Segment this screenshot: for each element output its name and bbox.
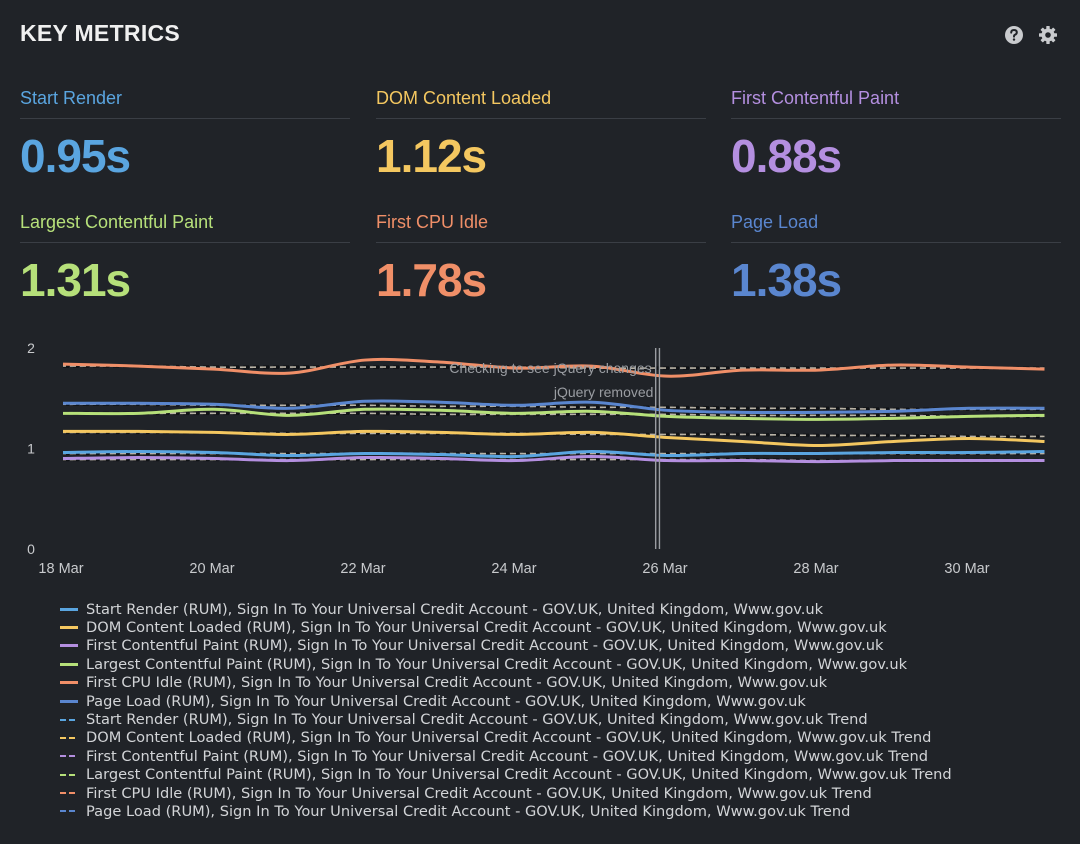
legend-item[interactable]: First Contentful Paint (RUM), Sign In To… [60,637,952,655]
x-tick-label: 24 Mar [491,561,536,577]
metric-value: 1.78s [376,254,487,306]
metric-label: Page Load [731,204,1061,243]
x-tick-label: 30 Mar [944,561,989,577]
legend-swatch [60,810,78,813]
metric-value: 0.95s [20,130,131,182]
legend-swatch [60,662,78,666]
y-tick-label: 1 [27,441,35,457]
metric-value: 0.88s [731,130,842,182]
legend-item[interactable]: Page Load (RUM), Sign In To Your Univers… [60,802,952,820]
page-title: KEY METRICS [20,20,181,46]
y-tick-label: 2 [27,340,35,356]
legend-item[interactable]: First CPU Idle (RUM), Sign In To Your Un… [60,784,952,802]
metric-label: Start Render [20,80,350,119]
legend-label: Page Load (RUM), Sign In To Your Univers… [86,692,806,710]
gear-icon[interactable] [1038,25,1058,45]
metric-first-cpu-idle: First CPU Idle 1.78s [376,204,706,309]
metric-largest-contentful-paint: Largest Contentful Paint 1.31s [20,204,350,309]
legend-swatch [60,792,78,795]
legend-item[interactable]: Start Render (RUM), Sign In To Your Univ… [60,710,952,728]
metric-label: First CPU Idle [376,204,706,243]
legend-swatch [60,644,78,648]
legend-label: Start Render (RUM), Sign In To Your Univ… [86,600,824,618]
legend-swatch [60,718,78,721]
series-line [62,407,1045,421]
help-icon[interactable] [1004,25,1024,45]
legend-swatch [60,755,78,758]
metric-value: 1.38s [731,254,842,306]
x-tick-label: 20 Mar [189,561,234,577]
legend-item[interactable]: DOM Content Loaded (RUM), Sign In To You… [60,729,952,747]
legend-item[interactable]: First Contentful Paint (RUM), Sign In To… [60,747,952,765]
metric-start-render: Start Render 0.95s [20,80,350,185]
series-line [62,399,1045,415]
legend-swatch [60,681,78,685]
legend-label: First Contentful Paint (RUM), Sign In To… [86,637,884,655]
trend-line [62,412,1045,418]
legend-label: First Contentful Paint (RUM), Sign In To… [86,747,929,765]
legend-label: Page Load (RUM), Sign In To Your Univers… [86,802,851,820]
header-icons [1004,25,1058,45]
metric-page-load: Page Load 1.38s [731,204,1061,309]
metric-label: DOM Content Loaded [376,80,706,119]
metrics-line-chart: 0 1 2 18 Mar 20 Mar 22 Mar 24 Mar 26 Mar 28 Mar 3… [27,340,1045,577]
metric-first-contentful-paint: First Contentful Paint 0.88s [731,80,1061,185]
x-tick-label: 18 Mar [38,561,83,577]
x-tick-label: 26 Mar [642,561,687,577]
legend-item[interactable]: Start Render (RUM), Sign In To Your Univ… [60,600,952,618]
legend-label: Largest Contentful Paint (RUM), Sign In … [86,766,952,784]
legend-swatch [60,699,78,703]
legend-label: Largest Contentful Paint (RUM), Sign In … [86,655,908,673]
metric-label: First Contentful Paint [731,80,1061,119]
series-line [62,357,1045,378]
legend-label: First CPU Idle (RUM), Sign In To Your Un… [86,674,828,692]
x-tick-label: 22 Mar [340,561,385,577]
legend-label: DOM Content Loaded (RUM), Sign In To You… [86,729,932,747]
metric-value: 1.31s [20,254,131,306]
legend-label: DOM Content Loaded (RUM), Sign In To You… [86,619,887,637]
series-line [62,450,1045,459]
legend-item[interactable]: DOM Content Loaded (RUM), Sign In To You… [60,618,952,636]
y-tick-label: 0 [27,541,35,557]
legend-item[interactable]: Largest Contentful Paint (RUM), Sign In … [60,655,952,673]
annotation-label: Checking to see jQuery changes [449,360,651,376]
legend-swatch [60,607,78,611]
series-line [62,455,1045,464]
metric-dom-content-loaded: DOM Content Loaded 1.12s [376,80,706,185]
legend-swatch [60,626,78,630]
annotation-label: jQuery removed [553,384,654,400]
legend-swatch [60,736,78,739]
metric-label: Largest Contentful Paint [20,204,350,243]
legend-item[interactable]: Largest Contentful Paint (RUM), Sign In … [60,766,952,784]
legend-item[interactable]: Page Load (RUM), Sign In To Your Univers… [60,692,952,710]
legend-label: First CPU Idle (RUM), Sign In To Your Un… [86,784,872,802]
legend-swatch [60,773,78,776]
series-line [62,429,1045,447]
x-tick-label: 28 Mar [793,561,838,577]
metric-value: 1.12s [376,130,487,182]
legend-label: Start Render (RUM), Sign In To Your Univ… [86,711,868,729]
legend-item[interactable]: First CPU Idle (RUM), Sign In To Your Un… [60,674,952,692]
chart-legend: Start Render (RUM), Sign In To Your Univ… [60,600,952,821]
